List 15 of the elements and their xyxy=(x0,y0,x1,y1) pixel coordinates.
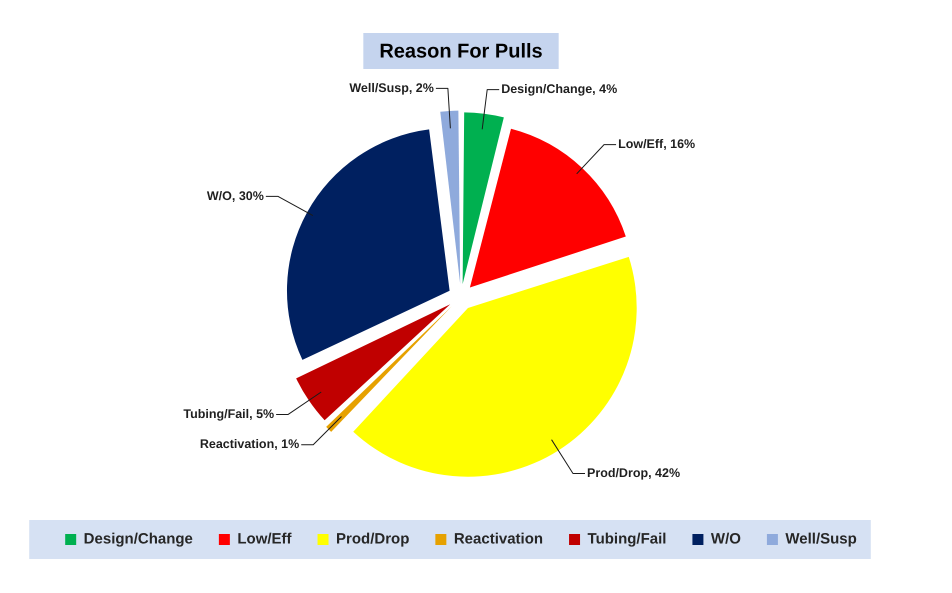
data-label: Well/Susp, 2% xyxy=(349,80,434,95)
legend-label: W/O xyxy=(710,530,742,548)
data-label: Low/Eff, 16% xyxy=(618,137,696,152)
legend-label: Design/Change xyxy=(84,530,193,548)
data-label: Tubing/Fail, 5% xyxy=(183,406,274,421)
legend-label: Prod/Drop xyxy=(336,530,410,548)
chart-title: Reason For Pulls xyxy=(379,40,543,63)
legend-label: Tubing/Fail xyxy=(588,530,666,548)
legend-label: Well/Susp xyxy=(785,530,857,548)
data-label: Reactivation, 1% xyxy=(200,437,300,452)
data-label: Design/Change, 4% xyxy=(501,82,618,96)
legend-label: Reactivation xyxy=(454,530,544,548)
data-label: W/O, 30% xyxy=(206,188,264,203)
data-label: Prod/Drop, 42% xyxy=(586,466,680,480)
legend-label: Low/Eff xyxy=(237,530,293,548)
